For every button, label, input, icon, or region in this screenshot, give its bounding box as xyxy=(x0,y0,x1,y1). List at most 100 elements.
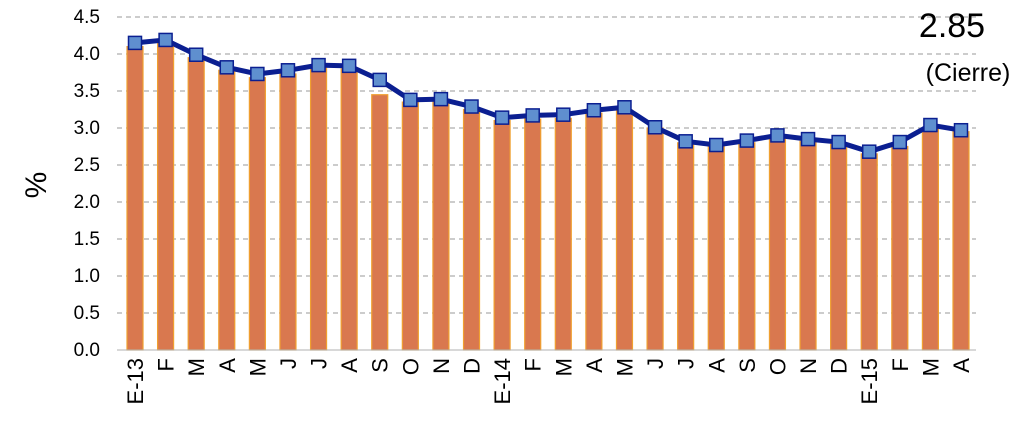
line-point xyxy=(464,99,479,114)
x-tick-label: E-13 xyxy=(123,358,148,404)
x-tick-label: S xyxy=(735,358,760,373)
bar xyxy=(952,131,970,351)
x-tick-label: M xyxy=(551,358,576,376)
x-tick-label: E-14 xyxy=(490,358,515,404)
bar xyxy=(860,153,878,351)
line-point xyxy=(494,110,510,125)
bar xyxy=(309,66,328,351)
bar xyxy=(677,142,695,351)
x-tick-label: E-15 xyxy=(857,358,882,404)
bar xyxy=(921,127,940,351)
x-tick-label: M xyxy=(612,358,637,376)
bar xyxy=(830,143,848,351)
x-tick-label: A xyxy=(337,358,362,373)
line-point xyxy=(617,100,632,115)
line-point xyxy=(923,117,938,133)
bar xyxy=(432,101,450,351)
y-tick-label: 1.0 xyxy=(74,266,100,287)
line-point xyxy=(739,133,755,148)
x-tick-label: M xyxy=(184,358,209,376)
bar xyxy=(799,140,817,351)
bar xyxy=(493,119,511,351)
closing-label-annotation: (Cierre) xyxy=(926,59,1011,87)
y-tick-label: 2.5 xyxy=(74,155,100,176)
line-point xyxy=(556,107,571,122)
bar xyxy=(707,145,725,351)
line-point xyxy=(158,32,173,48)
x-tick-label: O xyxy=(398,358,423,375)
x-tick-label: A xyxy=(704,358,729,373)
line-point xyxy=(525,108,540,123)
line-point xyxy=(709,137,724,153)
x-tick-label: O xyxy=(765,358,790,375)
bar xyxy=(738,142,756,351)
line-point xyxy=(341,58,357,74)
bar xyxy=(524,118,542,351)
bar xyxy=(554,117,572,351)
line-point xyxy=(800,131,816,147)
x-tick-label: F xyxy=(888,358,913,371)
bar xyxy=(218,69,236,351)
line-point xyxy=(770,128,785,143)
x-tick-label: A xyxy=(215,358,240,373)
line-point xyxy=(127,35,143,51)
line-point xyxy=(678,134,693,149)
line-point xyxy=(831,134,846,150)
x-tick-label: F xyxy=(521,358,546,371)
y-tick-labels: 0.0 0.5 1.0 1.5 2.0 2.5 3.0 3.5 4.0 4.5 xyxy=(74,7,100,361)
bar xyxy=(340,68,358,351)
line-point xyxy=(586,102,602,118)
y-tick-label: 4.5 xyxy=(74,7,100,28)
y-tick-label: 3.0 xyxy=(74,118,100,139)
x-tick-label: M xyxy=(918,358,943,376)
bar xyxy=(248,77,266,351)
y-axis-label: % xyxy=(20,172,53,199)
bar xyxy=(187,57,205,351)
x-tick-label: A xyxy=(582,358,607,373)
bar xyxy=(371,94,389,351)
x-tick-label: D xyxy=(827,358,852,374)
bar-series xyxy=(126,42,970,351)
line-point xyxy=(953,122,969,138)
line-series xyxy=(127,32,969,159)
line-point xyxy=(647,120,663,135)
bar xyxy=(279,73,297,351)
line-point xyxy=(892,134,908,150)
bar xyxy=(615,109,634,351)
x-tick-label: J xyxy=(307,358,332,369)
y-tick-label: 4.0 xyxy=(74,44,100,65)
x-tick-label: D xyxy=(460,358,485,374)
line-point xyxy=(403,92,418,108)
line-point xyxy=(188,47,204,62)
line-point xyxy=(250,66,265,82)
x-tick-label: M xyxy=(245,358,270,376)
y-tick-label: 0.0 xyxy=(74,340,100,361)
closing-value-annotation: 2.85 xyxy=(919,7,985,45)
x-tick-label: J xyxy=(674,358,699,369)
bar xyxy=(126,45,144,351)
x-tick-label: A xyxy=(949,358,974,373)
y-tick-label: 3.5 xyxy=(74,81,100,102)
bar xyxy=(891,145,909,351)
bar xyxy=(768,136,787,351)
bar xyxy=(646,127,664,351)
x-tick-label: S xyxy=(368,358,393,373)
line-point xyxy=(311,57,326,73)
bar xyxy=(156,42,175,351)
line-point xyxy=(219,60,235,75)
y-tick-label: 1.5 xyxy=(74,229,100,250)
line-point xyxy=(372,72,387,88)
line-point xyxy=(433,91,449,107)
line-point xyxy=(280,63,296,78)
x-tick-label: J xyxy=(276,358,301,369)
x-tick-label: J xyxy=(643,358,668,369)
x-tick-label: F xyxy=(154,358,179,371)
line-point xyxy=(861,144,877,159)
y-tick-label: 2.0 xyxy=(74,192,100,213)
series-line xyxy=(134,37,962,155)
x-tick-label: N xyxy=(429,358,454,374)
bar xyxy=(401,101,419,351)
y-tick-label: 0.5 xyxy=(74,303,100,324)
x-tick-label: N xyxy=(796,358,821,374)
bar xyxy=(585,112,603,351)
